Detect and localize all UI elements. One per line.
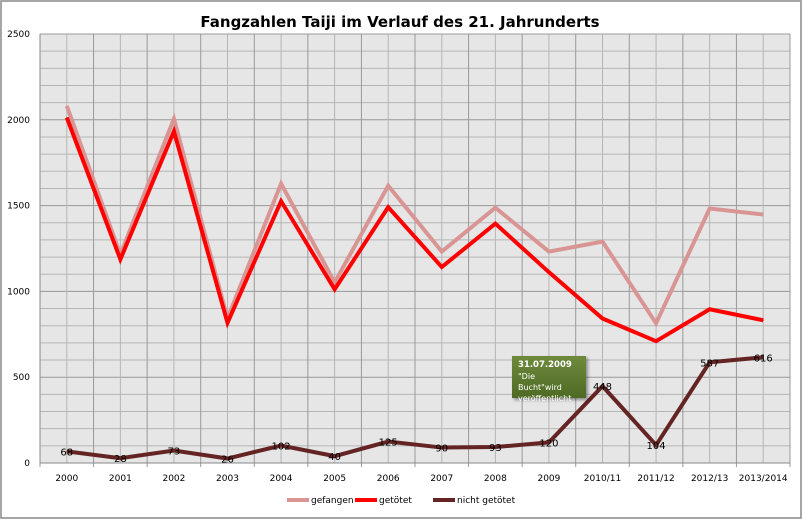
data-point [709, 208, 711, 210]
data-point [280, 183, 282, 185]
data-point [762, 356, 764, 358]
data-label: 125 [379, 438, 398, 449]
data-point [602, 385, 603, 387]
data-point [441, 266, 443, 268]
legend-label: gefangen [311, 496, 354, 506]
data-point [548, 271, 550, 273]
x-tick-label: 2012/13 [691, 474, 728, 484]
data-point [173, 118, 175, 120]
data-point [762, 319, 764, 321]
data-point [387, 206, 389, 208]
data-point [602, 318, 603, 320]
data-point [280, 200, 282, 202]
data-label: 120 [539, 438, 558, 449]
data-point [494, 223, 496, 225]
y-tick-label: 1000 [7, 287, 30, 297]
data-label: 40 [328, 452, 341, 463]
x-tick-label: 2007 [430, 474, 453, 484]
x-tick-label: 2010/11 [584, 474, 621, 484]
data-label: 102 [272, 441, 291, 452]
data-point [548, 251, 550, 253]
data-label: 68 [60, 447, 73, 458]
annotation-date: 31.07.2009 [518, 360, 572, 370]
y-tick-label: 2500 [7, 30, 30, 40]
data-point [66, 450, 68, 452]
data-label: 616 [754, 353, 773, 364]
data-point [119, 457, 121, 459]
x-tick-label: 2009 [537, 474, 560, 484]
data-label: 104 [647, 441, 666, 452]
data-point [334, 281, 336, 283]
x-tick-label: 2001 [109, 474, 132, 484]
data-point [762, 214, 764, 216]
x-tick-label: 2006 [377, 474, 400, 484]
series-line-gefangen [64, 105, 764, 328]
y-tick-label: 500 [13, 373, 30, 383]
series-line-getötet [64, 116, 764, 344]
y-tick-label: 0 [24, 459, 30, 469]
annotation-text: "Die Bucht"wird veröffentlicht [518, 372, 572, 403]
data-point [548, 441, 550, 443]
y-tick-label: 2000 [7, 116, 30, 126]
data-point [709, 361, 711, 363]
data-point [709, 308, 711, 310]
data-label: 587 [700, 358, 719, 369]
x-tick-label: 2004 [270, 474, 293, 484]
data-label: 28 [114, 454, 127, 465]
data-label: 93 [489, 443, 502, 454]
data-point [227, 322, 228, 324]
data-point [655, 444, 657, 446]
data-point [494, 446, 496, 448]
data-point [387, 441, 389, 443]
data-point [66, 117, 68, 119]
data-point [602, 241, 603, 243]
data-point [441, 251, 443, 253]
legend-label: nicht getötet [457, 496, 516, 506]
y-tick-label: 1500 [7, 202, 30, 212]
x-tick-label: 2011/12 [637, 474, 674, 484]
data-point [173, 130, 175, 132]
data-label: 90 [435, 444, 448, 455]
x-tick-label: 2005 [323, 474, 346, 484]
data-point [334, 288, 336, 290]
annotation-callout: 31.07.2009 "Die Bucht"wird veröffentlich… [512, 356, 586, 403]
legend-label: getötet [379, 496, 412, 506]
x-tick-label: 2000 [55, 474, 78, 484]
x-tick-label: 2003 [216, 474, 239, 484]
data-point [441, 447, 443, 449]
data-label: 73 [168, 446, 181, 457]
data-point [387, 185, 389, 187]
x-tick-label: 2008 [484, 474, 507, 484]
data-point [66, 105, 68, 107]
data-point [655, 322, 657, 324]
data-point [494, 207, 496, 209]
data-point [280, 444, 282, 446]
data-point [334, 455, 336, 457]
x-tick-label: 2002 [162, 474, 185, 484]
data-label: 26 [221, 455, 234, 466]
chart-title: Fangzahlen Taiji im Verlauf des 21. Jahr… [200, 13, 599, 31]
data-label: 448 [593, 382, 612, 393]
data-point [173, 449, 175, 451]
data-point [227, 458, 228, 460]
data-point [655, 340, 657, 342]
x-tick-label: 2013/2014 [739, 474, 788, 484]
data-point [119, 258, 121, 260]
series-line-nicht-getötet [66, 355, 764, 461]
